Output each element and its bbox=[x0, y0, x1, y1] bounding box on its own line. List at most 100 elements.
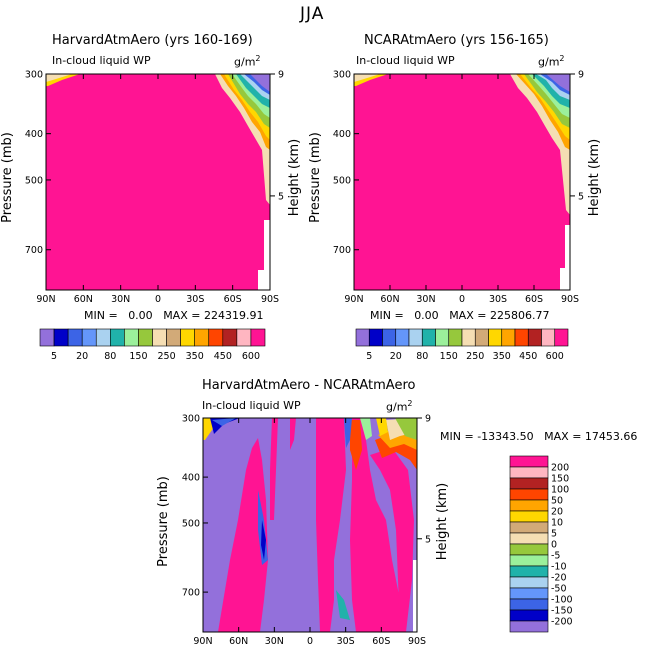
y-tick-label: 500 bbox=[25, 175, 43, 186]
panel1-colorbar: 5 20 80 150 250 350 450 600 bbox=[39, 328, 266, 362]
colorbar-label: 5 bbox=[551, 529, 557, 540]
x-tick-label: 30N bbox=[111, 294, 130, 305]
panel3-y2label: Height (km) bbox=[435, 482, 451, 561]
y-tick-label: 500 bbox=[333, 175, 351, 186]
x-tick-label: 60N bbox=[74, 294, 93, 305]
panel1-stats: MIN = 0.00 MAX = 224319.91 bbox=[84, 309, 264, 322]
y2-tick-label: 9 bbox=[578, 70, 584, 81]
colorbar-label: 50 bbox=[551, 496, 563, 507]
panel3-units: g/m2 bbox=[386, 399, 413, 414]
colorbar-label: 20 bbox=[390, 351, 402, 362]
x-tick-label: 90S bbox=[261, 294, 279, 305]
x-tick-label: 90N bbox=[36, 294, 55, 305]
colorbar-label: 80 bbox=[416, 351, 428, 362]
colorbar-label: -200 bbox=[551, 617, 573, 628]
colorbar-label: 150 bbox=[440, 351, 458, 362]
x-tick-label: 60S bbox=[525, 294, 543, 305]
panel3-ylabel: Pressure (mb) bbox=[155, 476, 171, 567]
panel1-field bbox=[46, 74, 270, 290]
panel2-stats: MIN = 0.00 MAX = 225806.77 bbox=[370, 309, 550, 322]
colorbar-swatch bbox=[509, 521, 549, 534]
colorbar-label: 450 bbox=[214, 351, 232, 362]
panel3-blob-right bbox=[350, 418, 404, 632]
colorbar-label: 250 bbox=[157, 351, 175, 362]
colorbar-label: 10 bbox=[551, 518, 563, 529]
panel1-title: HarvardAtmAero (yrs 160-169) bbox=[52, 33, 253, 48]
colorbar-label: 450 bbox=[519, 351, 537, 362]
x-tick-label: 60S bbox=[224, 294, 242, 305]
colorbar-swatch bbox=[509, 499, 549, 512]
panel3-subtitle: In-cloud liquid WP bbox=[202, 399, 301, 412]
colorbar-swatch bbox=[509, 488, 549, 501]
x-tick-label: 30N bbox=[265, 636, 284, 647]
colorbar-label: -150 bbox=[551, 606, 573, 617]
colorbar-swatch bbox=[509, 477, 549, 490]
y-tick-label: 400 bbox=[333, 129, 351, 140]
colorbar-label: 20 bbox=[76, 351, 88, 362]
colorbar-swatch bbox=[554, 328, 569, 347]
colorbar-label: -10 bbox=[551, 562, 567, 573]
x-tick-label: 0 bbox=[307, 636, 313, 647]
y-tick-label: 300 bbox=[333, 70, 351, 81]
y-tick-label: 700 bbox=[182, 588, 200, 599]
panel1-units: g/m2 bbox=[234, 54, 261, 69]
colorbar-label: 250 bbox=[466, 351, 484, 362]
panel1-ticks: 90N 60N 30N 0 30S 60S 90S 300 400 500 700 9 5 bbox=[25, 70, 284, 306]
colorbar-label: 350 bbox=[186, 351, 204, 362]
x-tick-label: 30N bbox=[416, 294, 435, 305]
panel1-contour-purple bbox=[250, 74, 270, 92]
x-tick-label: 0 bbox=[459, 294, 465, 305]
colorbar-label: 5 bbox=[366, 351, 372, 362]
panel2-title: NCARAtmAero (yrs 156-165) bbox=[364, 33, 549, 48]
colorbar-swatch bbox=[509, 609, 549, 622]
y2-tick-label: 9 bbox=[425, 414, 431, 425]
colorbar-label: 350 bbox=[493, 351, 511, 362]
y-tick-label: 300 bbox=[25, 70, 43, 81]
panel3-blob-center bbox=[316, 418, 346, 632]
colorbar-label: -20 bbox=[551, 573, 567, 584]
x-tick-label: 30S bbox=[337, 636, 355, 647]
colorbar-swatch bbox=[509, 576, 549, 589]
colorbar-swatch bbox=[509, 532, 549, 545]
colorbar-swatch bbox=[509, 620, 549, 633]
colorbar-label: 0 bbox=[551, 540, 557, 551]
panel3-blob-mid bbox=[270, 418, 278, 520]
colorbar-label: -5 bbox=[551, 551, 560, 562]
figure-title: JJA bbox=[300, 4, 325, 24]
x-tick-label: 0 bbox=[155, 294, 161, 305]
colorbar-label: -50 bbox=[551, 584, 567, 595]
colorbar-swatch bbox=[509, 466, 549, 479]
y-tick-label: 500 bbox=[182, 518, 200, 529]
y2-tick-label: 5 bbox=[278, 191, 284, 202]
colorbar-label: 20 bbox=[551, 507, 563, 518]
colorbar-label: 600 bbox=[242, 351, 260, 362]
colorbar-swatch bbox=[509, 587, 549, 600]
panel3-stats: MIN = -13343.50 MAX = 17453.66 bbox=[440, 430, 638, 443]
colorbar-swatch bbox=[509, 510, 549, 523]
y2-tick-label: 9 bbox=[278, 70, 284, 81]
y-tick-label: 400 bbox=[182, 473, 200, 484]
x-tick-label: 90S bbox=[561, 294, 579, 305]
panel2-colorbar: 5 20 80 150 250 350 450 600 bbox=[355, 328, 569, 362]
colorbar-label: 150 bbox=[551, 474, 569, 485]
panel3-title: HarvardAtmAero - NCARAtmAero bbox=[202, 378, 416, 393]
colorbar-swatch bbox=[250, 328, 266, 347]
x-tick-label: 30S bbox=[186, 294, 204, 305]
y-tick-label: 700 bbox=[333, 245, 351, 256]
y-tick-label: 300 bbox=[182, 414, 200, 425]
colorbar-label: 80 bbox=[104, 351, 116, 362]
x-tick-label: 90N bbox=[344, 294, 363, 305]
panel2-ticks: 90N 60N 30N 0 30S 60S 90S 300 400 500 700 9 5 bbox=[333, 70, 584, 306]
colorbar-swatch bbox=[509, 565, 549, 578]
panel2-units: g/m2 bbox=[538, 54, 565, 69]
x-tick-label: 60S bbox=[372, 636, 390, 647]
x-tick-label: 30S bbox=[489, 294, 507, 305]
colorbar-label: 5 bbox=[51, 351, 57, 362]
y2-tick-label: 5 bbox=[578, 191, 584, 202]
panel3-ticks: 90N 60N 30N 0 30S 60S 90S 300 400 500 700 9 5 bbox=[182, 414, 431, 648]
colorbar-swatch bbox=[509, 455, 549, 468]
y-tick-label: 700 bbox=[25, 245, 43, 256]
panel3-blob-left bbox=[218, 438, 268, 632]
